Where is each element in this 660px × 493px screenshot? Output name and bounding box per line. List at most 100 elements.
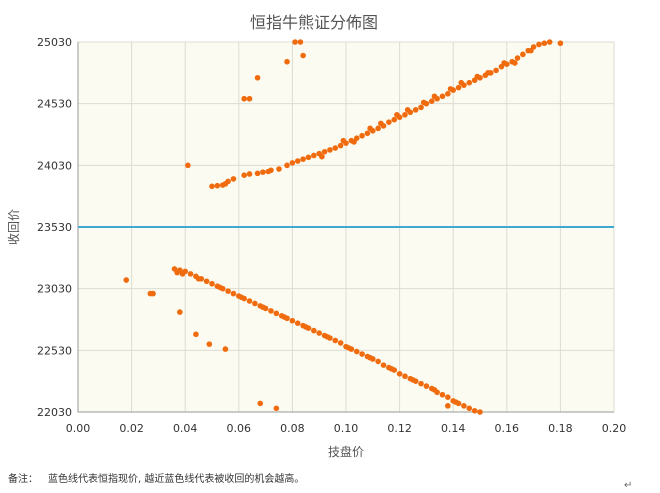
data-point: [412, 107, 419, 113]
data-point: [536, 41, 542, 48]
y-tick-label: 24530: [37, 98, 72, 111]
data-point: [493, 67, 499, 74]
data-point: [546, 39, 553, 45]
data-point: [445, 394, 451, 401]
data-point: [402, 111, 408, 118]
data-point: [359, 132, 365, 139]
data-point: [447, 86, 454, 92]
data-point: [375, 125, 381, 132]
data-point: [455, 84, 462, 91]
data-point: [300, 156, 306, 162]
data-point: [353, 348, 360, 355]
data-point: [394, 111, 400, 118]
data-point: [359, 351, 365, 357]
data-point: [276, 166, 282, 172]
data-point: [528, 47, 534, 54]
data-point: [428, 98, 435, 104]
data-point: [289, 160, 296, 166]
data-point: [453, 399, 459, 405]
footnote-text: 蓝色线代表恒指现价, 越近蓝色线代表被收回的机会越高。: [48, 474, 305, 485]
data-point: [254, 74, 261, 81]
data-point: [177, 309, 183, 315]
data-point: [230, 290, 237, 297]
data-point: [418, 104, 424, 111]
data-point: [466, 405, 473, 412]
data-point: [439, 93, 446, 100]
data-point: [179, 271, 186, 277]
data-point: [246, 298, 253, 304]
data-point: [193, 331, 199, 338]
data-point: [268, 167, 274, 174]
data-point: [477, 409, 483, 415]
data-points: [123, 39, 564, 415]
data-point: [305, 154, 312, 161]
data-point: [123, 277, 130, 283]
x-tick-label: 0.08: [280, 422, 305, 435]
data-point: [150, 290, 156, 297]
data-point: [466, 79, 473, 86]
data-point: [380, 362, 387, 368]
data-point: [332, 145, 339, 151]
data-point: [273, 405, 280, 412]
footnote: 备注： 蓝色线代表恒指现价, 越近蓝色线代表被收回的机会越高。: [8, 470, 304, 485]
data-point: [402, 373, 408, 380]
data-point: [431, 387, 438, 393]
x-tick-label: 0.00: [66, 422, 91, 435]
data-point: [303, 324, 309, 330]
data-point: [512, 60, 518, 66]
data-point: [364, 130, 371, 137]
data-point: [225, 178, 231, 185]
data-point: [230, 176, 237, 182]
data-point: [241, 95, 247, 102]
y-tick-labels: 22030 22530 23030 23530 24030 24530 25030: [37, 36, 72, 419]
x-tick-label: 0.16: [495, 422, 520, 435]
y-tick-label: 23530: [37, 221, 72, 234]
data-point: [337, 142, 344, 149]
data-point: [474, 73, 481, 80]
data-point: [225, 288, 231, 294]
data-point: [423, 383, 430, 389]
data-point: [292, 39, 298, 45]
data-point: [541, 40, 548, 47]
data-point: [367, 354, 373, 361]
data-point: [294, 320, 301, 327]
data-point: [520, 51, 526, 58]
y-tick-label: 24030: [37, 159, 72, 172]
data-point: [324, 333, 331, 340]
data-point: [254, 170, 261, 177]
data-point: [445, 91, 451, 97]
data-point: [375, 358, 381, 365]
data-point: [252, 300, 258, 307]
data-point: [458, 79, 465, 86]
x-tick-label: 0.14: [441, 422, 466, 435]
data-point: [501, 60, 507, 66]
y-tick-label: 23030: [37, 283, 72, 296]
data-point: [311, 152, 317, 159]
data-point: [396, 370, 403, 377]
data-point: [386, 119, 392, 125]
data-point: [345, 345, 352, 351]
data-point: [485, 70, 491, 76]
data-point: [316, 330, 323, 336]
data-point: [289, 317, 296, 324]
data-point: [471, 407, 478, 414]
data-point: [332, 337, 339, 344]
data-point: [557, 40, 564, 47]
data-point: [209, 183, 215, 190]
y-tick-label: 25030: [37, 36, 72, 49]
x-tick-labels: 0.00 0.02 0.04 0.06 0.08 0.10 0.12 0.14 0.16 0.18…: [66, 422, 627, 435]
data-point: [514, 55, 521, 61]
data-point: [311, 327, 317, 334]
data-point: [418, 380, 424, 387]
y-tick-label: 22030: [37, 406, 72, 419]
chart-title: 恒指牛熊证分佈图: [250, 13, 378, 32]
y-axis-label: 收回价: [7, 209, 21, 245]
return-mark-icon: ↵: [624, 480, 633, 491]
data-point: [281, 314, 288, 320]
data-point: [391, 116, 398, 123]
x-tick-label: 0.18: [548, 422, 573, 435]
data-point: [268, 308, 274, 314]
data-point: [246, 171, 253, 177]
data-point: [260, 304, 266, 310]
